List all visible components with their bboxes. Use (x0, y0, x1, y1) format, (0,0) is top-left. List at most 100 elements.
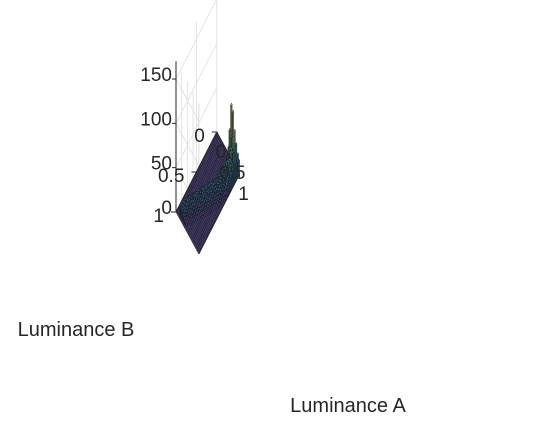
bar-top (197, 212, 200, 217)
bar-top (233, 128, 236, 133)
bar-top (213, 194, 216, 198)
bar-top (198, 214, 201, 218)
bar-top (236, 159, 239, 163)
bar-top (202, 201, 205, 205)
bar-top (191, 210, 194, 215)
bar-top (207, 183, 210, 188)
bar-top (225, 173, 228, 177)
bar-top (204, 203, 207, 207)
bar-top (199, 211, 202, 216)
bar-top (226, 188, 229, 192)
bar-top (222, 193, 225, 198)
bar-top (221, 199, 224, 204)
bar-top (210, 205, 213, 209)
bar-top (184, 209, 187, 214)
bar-top (199, 190, 202, 195)
bar-top (222, 182, 225, 187)
bar-top (208, 205, 211, 210)
bar-top (185, 209, 188, 213)
bar-top (196, 193, 199, 198)
bar-top (220, 200, 223, 205)
bar-top (205, 198, 208, 203)
x-tick-label: 0 (216, 142, 227, 163)
bar-top (194, 206, 197, 210)
bar-top (211, 208, 214, 212)
bar-top (213, 204, 217, 209)
bar-top (229, 131, 232, 136)
bar-top (192, 199, 195, 203)
bar-top (224, 195, 227, 200)
bar-top (183, 216, 186, 220)
bar-top (213, 179, 216, 184)
bar-top (212, 199, 215, 204)
bar-top (217, 202, 220, 207)
x-tick-label: 0.5 (219, 163, 245, 184)
bar-top (195, 211, 198, 215)
bar-top (204, 194, 207, 199)
bar-top (229, 174, 232, 178)
bar-top (212, 187, 215, 192)
z-tick-label: 100 (140, 109, 172, 130)
bar-top (212, 205, 215, 210)
bar-top (216, 200, 219, 205)
y-tick-label: 0 (194, 126, 205, 147)
bar-top (234, 146, 237, 151)
bar-top (225, 181, 228, 186)
y-tick-label: 0.5 (158, 166, 184, 187)
bar-top (195, 205, 198, 209)
bar-top (186, 221, 189, 225)
bar-top (192, 215, 195, 219)
bar-top (230, 147, 233, 151)
bar-top (216, 205, 219, 209)
bar-top (226, 176, 229, 181)
bar-top (228, 147, 231, 151)
bar-top (214, 193, 217, 198)
bar-top (223, 172, 226, 176)
bar-top (225, 185, 229, 190)
bar-top (188, 197, 191, 202)
bar-top (187, 216, 190, 221)
bar-top (215, 179, 218, 184)
bar-top (227, 159, 230, 164)
bar-top (184, 212, 187, 217)
bar-top (184, 220, 187, 224)
bar-top (186, 219, 189, 223)
bar-top (231, 109, 234, 114)
bar-top (228, 167, 231, 172)
bar-top (211, 185, 214, 189)
bar-top (223, 192, 226, 197)
bar-top (189, 209, 192, 214)
bar-top (205, 207, 208, 212)
bar-top (221, 187, 224, 191)
bar-top (197, 206, 200, 211)
bar-top (203, 189, 206, 194)
bar-top (187, 201, 190, 206)
bar-top (215, 187, 218, 192)
bar-top (210, 198, 213, 202)
bar-top (201, 191, 204, 195)
bar-top (190, 199, 193, 204)
bar-top (227, 164, 230, 169)
bar-top (229, 150, 232, 155)
bar-top (185, 217, 188, 221)
z-tick-label: 50 (151, 154, 172, 175)
y-tick-label: 1 (153, 206, 164, 227)
bar-top (188, 205, 191, 209)
bar-top (216, 198, 219, 202)
bar-top (197, 198, 200, 202)
bar-top (205, 189, 208, 194)
bar-top (206, 196, 209, 200)
bar-top (202, 194, 205, 199)
bar-top (222, 201, 225, 206)
bar-top (193, 203, 196, 207)
bar-top (206, 209, 209, 214)
bar-top (199, 199, 203, 203)
bar-top (231, 163, 234, 167)
x-axis-label: Luminance A (290, 395, 406, 417)
bar-top (189, 217, 192, 222)
bar-top (220, 182, 223, 187)
bar-top (198, 194, 201, 198)
